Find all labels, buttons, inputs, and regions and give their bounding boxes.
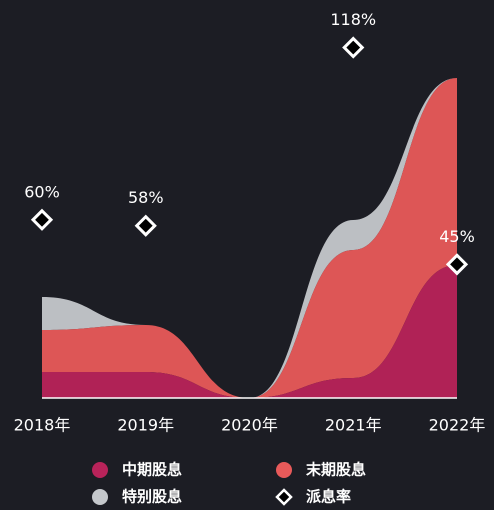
payout-label: 60%	[24, 182, 60, 201]
x-tick-label: 2018年	[14, 416, 71, 435]
legend-marker	[276, 462, 292, 478]
x-tick-label: 2020年	[221, 416, 278, 435]
payout-marker	[134, 214, 157, 237]
legend-marker	[92, 462, 108, 478]
legend-label: 派息率	[306, 488, 351, 506]
payout-label: 45%	[439, 227, 475, 246]
payout-marker	[30, 208, 54, 231]
legend-marker	[92, 489, 108, 505]
x-tick-label: 2019年	[117, 416, 174, 435]
payout-label: 118%	[330, 10, 376, 29]
legend-label: 特别股息	[122, 488, 182, 506]
x-tick-label: 2022年	[429, 416, 486, 435]
area	[42, 265, 457, 398]
payout-marker	[342, 36, 365, 59]
x-tick-label: 2021年	[325, 416, 382, 435]
legend-label: 末期股息	[306, 461, 366, 479]
legend-marker	[275, 488, 293, 506]
area	[42, 78, 457, 398]
payout-label: 58%	[128, 188, 164, 207]
area	[42, 78, 457, 398]
payout-marker	[445, 253, 469, 276]
legend-label: 中期股息	[122, 461, 182, 479]
